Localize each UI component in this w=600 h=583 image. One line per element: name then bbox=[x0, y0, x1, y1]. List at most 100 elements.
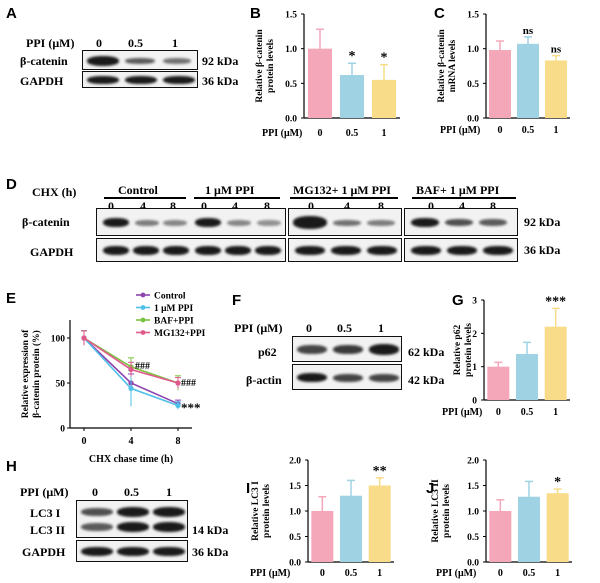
chart-c-ytick-label: 0.5 bbox=[467, 80, 479, 90]
chart-e-y-label: β-catenin protein (%) bbox=[31, 330, 42, 418]
band bbox=[295, 246, 325, 255]
blot-d-time: 4 bbox=[140, 199, 146, 213]
band bbox=[163, 220, 187, 226]
chart-i-x-tick-label: 1 bbox=[377, 568, 382, 579]
blot-a-conc-label: PPI (μM) bbox=[26, 36, 75, 50]
chart-e-ytick-label: 100 bbox=[51, 335, 66, 345]
chart-i-significance: ** bbox=[373, 464, 387, 479]
chart-j-bar bbox=[489, 511, 512, 562]
blot-d-kda-1: 36 kDa bbox=[524, 243, 561, 257]
chart-e-point bbox=[175, 402, 181, 409]
blot-d-beta-catenin-strip-1 bbox=[96, 208, 286, 236]
chart-g-x-tick-label: 0.5 bbox=[521, 407, 534, 418]
blot-h-conc-0: 0 bbox=[92, 485, 98, 499]
chart-c-x-tick-label: 1 bbox=[554, 125, 559, 136]
blot-d-group-underline bbox=[104, 197, 186, 199]
chart-c-significance: ns bbox=[523, 25, 534, 37]
chart-g-x-tick-label: 0 bbox=[496, 407, 501, 418]
blot-d-gapdh-strip-3 bbox=[404, 238, 518, 262]
chart-c-ytick-label: 1.5 bbox=[467, 11, 479, 21]
band bbox=[103, 246, 129, 255]
chart-e-ytick-label: 0 bbox=[60, 425, 65, 435]
chart-i-y-label: Relative LC3 I bbox=[251, 481, 261, 541]
band bbox=[87, 76, 119, 84]
chart-c-y-label: mRNA levels bbox=[448, 39, 458, 92]
chart-i-ytick-label: 1.0 bbox=[289, 508, 301, 518]
chart-g-ytick-label: 3 bbox=[472, 297, 477, 307]
band bbox=[297, 345, 327, 354]
blot-d-kda-0: 92 kDa bbox=[524, 215, 561, 229]
chart-c-significance: ns bbox=[551, 44, 562, 56]
blot-d-time: 8 bbox=[170, 199, 176, 213]
chart-b-ytick-label: 0.5 bbox=[285, 80, 297, 90]
chart-g-bar bbox=[487, 366, 510, 400]
panel-label-e: E bbox=[6, 290, 17, 307]
chart-e-x-label: CHX chase time (h) bbox=[89, 454, 173, 465]
panel-label-b: B bbox=[250, 5, 261, 22]
band bbox=[163, 58, 191, 64]
chart-j-ytick-label: 0.0 bbox=[467, 559, 479, 569]
band bbox=[153, 547, 185, 556]
band bbox=[333, 374, 363, 382]
blot-d-chx-label: CHX (h) bbox=[32, 185, 77, 199]
blot-f-row-beta-actin: β-actin bbox=[246, 373, 282, 387]
chart-e-legend-marker bbox=[140, 305, 146, 310]
chart-c-ytick-label: 1.0 bbox=[467, 45, 479, 55]
chart-g-bar bbox=[544, 326, 567, 400]
chart-b-x-tick-label: 0.5 bbox=[346, 128, 359, 139]
band bbox=[195, 218, 221, 227]
chart-j-bar bbox=[546, 493, 569, 562]
blot-d-gapdh-strip-2 bbox=[288, 238, 402, 262]
band bbox=[103, 218, 129, 227]
blot-a-row-beta-catenin: β-catenin bbox=[20, 54, 68, 68]
chart-e-annotation: *** bbox=[181, 400, 201, 415]
chart-j-ytick-label: 1.0 bbox=[467, 508, 479, 518]
chart-i-y-label: protein levels bbox=[262, 484, 272, 538]
band bbox=[117, 522, 149, 532]
chart-b-ytick-label: 1.0 bbox=[285, 45, 297, 55]
chart-i-ytick-label: 1.5 bbox=[289, 482, 301, 492]
chart-i-ytick-label: 2.0 bbox=[289, 457, 301, 467]
blot-d-time: 0 bbox=[428, 199, 434, 213]
blot-a-kda-0: 92 kDa bbox=[202, 54, 239, 68]
panel-label-j: J bbox=[426, 480, 435, 497]
chart-e-point bbox=[128, 366, 134, 373]
chart-g-y-label: protein levels bbox=[464, 323, 474, 377]
band bbox=[153, 522, 185, 532]
blot-d-time: 4 bbox=[232, 199, 238, 213]
chart-c-bar bbox=[517, 43, 539, 118]
blot-d-group-underline bbox=[412, 197, 516, 199]
chart-i-x-label: PPI (μM) bbox=[250, 568, 290, 579]
chart-e-point bbox=[175, 380, 181, 386]
band bbox=[163, 76, 195, 84]
chart-j-y-label: Relative LC3 II bbox=[431, 479, 441, 543]
blot-d-group-control: Control bbox=[118, 183, 158, 197]
chart-c-bar bbox=[489, 50, 511, 119]
blot-h-conc-2: 1 bbox=[166, 485, 172, 499]
blot-d-time: 8 bbox=[490, 199, 496, 213]
chart-e-xtick-label: 8 bbox=[176, 436, 181, 447]
band bbox=[369, 344, 399, 355]
blot-a-conc-0: 0 bbox=[96, 36, 102, 50]
blot-d-time: 4 bbox=[344, 199, 350, 213]
blot-d-row-beta-catenin: β-catenin bbox=[22, 215, 70, 229]
blot-a-row-gapdh: GAPDH bbox=[20, 74, 64, 88]
band bbox=[333, 345, 363, 354]
chart-e-annotation: ### bbox=[135, 361, 150, 372]
chart-b-y-label: Relative β-catenin bbox=[255, 29, 265, 103]
chart-g-ytick-label: 1 bbox=[472, 363, 477, 373]
chart-e-legend-marker bbox=[140, 330, 146, 335]
blot-d-time: 8 bbox=[264, 199, 270, 213]
panel-label-c: C bbox=[434, 5, 445, 22]
chart-i-bar bbox=[340, 495, 362, 562]
band bbox=[369, 374, 399, 382]
band bbox=[163, 246, 189, 255]
chart-b-x-label: PPI (μM) bbox=[262, 128, 302, 139]
chart-b-y-label: protein levels bbox=[266, 39, 276, 93]
chart-e-legend-label: Control bbox=[154, 292, 186, 302]
chart-e-y-label: Relative expression of bbox=[21, 329, 31, 418]
chart-j-bar bbox=[518, 496, 540, 562]
chart-g-x-tick-label: 1 bbox=[553, 407, 558, 418]
band bbox=[479, 219, 507, 226]
chart-e-legend-label: MG132+PPI bbox=[154, 329, 206, 339]
